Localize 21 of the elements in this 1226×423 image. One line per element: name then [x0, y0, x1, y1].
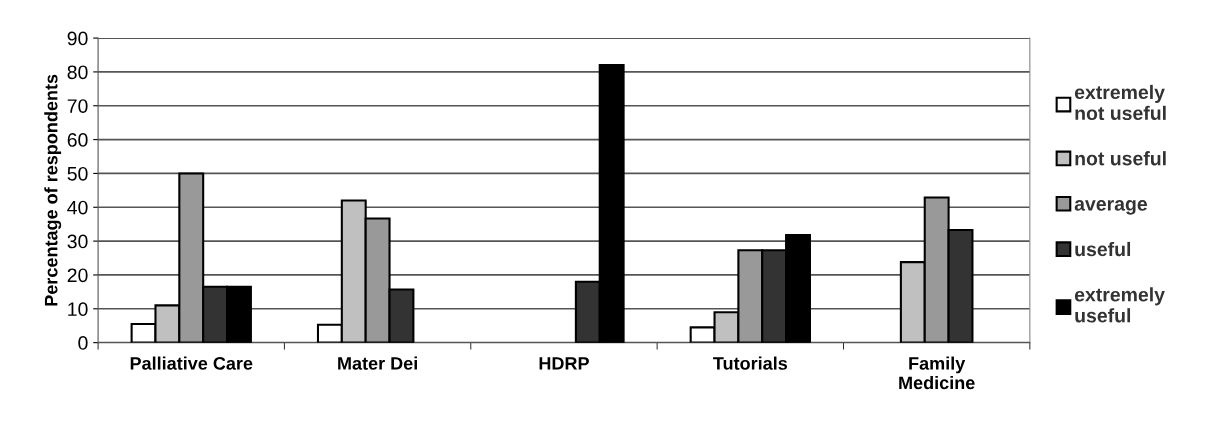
- x-tick-label: HDRP: [539, 357, 589, 370]
- y-tick-label: 40: [67, 200, 88, 215]
- y-tick-label: 30: [67, 234, 88, 249]
- x-tick-label: Family Medicine: [899, 356, 975, 390]
- legend-label: useful: [1075, 241, 1131, 257]
- y-tick-label: 0: [78, 336, 88, 350]
- y-tick-label: 70: [67, 99, 88, 113]
- y-tick-label: 90: [67, 31, 88, 46]
- y-tick-label: 20: [67, 268, 88, 283]
- legend-label: average: [1074, 200, 1148, 215]
- y-tick-label: 50: [67, 166, 88, 181]
- y-tick-label: 60: [67, 133, 88, 147]
- x-tick-label: Mater Dei: [338, 356, 417, 370]
- y-axis-title: Percentage of respondents: [44, 74, 62, 306]
- y-tick-label: 80: [67, 65, 88, 80]
- y-tick-label: 10: [68, 302, 88, 317]
- x-tick-label: Tutorials: [713, 356, 788, 370]
- legend-label: not useful: [1075, 151, 1166, 166]
- x-tick-label: Palliative Care: [130, 356, 253, 370]
- legend-label: extremely not useful: [1074, 84, 1166, 121]
- legend-label: extremely useful: [1074, 287, 1165, 323]
